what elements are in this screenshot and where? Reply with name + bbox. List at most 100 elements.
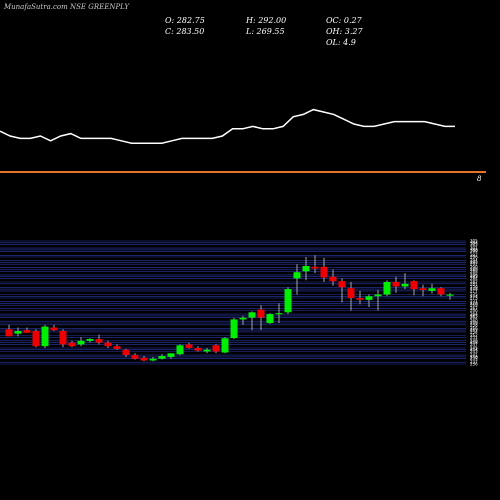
candle (59, 329, 67, 348)
candle-body-down (347, 288, 355, 298)
price-tick-label: 243 (470, 349, 478, 354)
price-tick-label: 263 (470, 313, 478, 318)
candle-body-up (77, 340, 85, 345)
candle (230, 317, 238, 339)
candle-body-down (329, 276, 337, 282)
price-tick-label: 244 (470, 347, 478, 352)
candle-body-down (95, 339, 103, 343)
candle (392, 276, 400, 293)
price-tick-label: 269 (470, 303, 478, 308)
price-tick-label: 277 (470, 288, 478, 293)
price-tick-label: 301 (470, 246, 478, 251)
price-tick-label: 254 (470, 329, 478, 334)
price-tick-label: 247 (470, 342, 478, 347)
price-tick-label: 264 (470, 312, 478, 317)
candle-body-up (383, 282, 391, 295)
price-tick-label: 286 (470, 272, 478, 277)
candle (221, 337, 229, 354)
candle (95, 334, 103, 345)
candle (293, 264, 301, 295)
ohlc-open: O: 282.75 (165, 16, 205, 25)
price-tick-label: 259 (470, 321, 478, 326)
candle-body-up (176, 345, 184, 355)
candle (86, 338, 94, 343)
candle (104, 340, 112, 348)
ohlc-open-high: OH: 3.27 (326, 27, 363, 36)
candle-body-down (59, 331, 67, 345)
candle (257, 305, 265, 331)
candle (167, 353, 175, 359)
price-tick-label: 288 (470, 269, 478, 274)
candle-body-down (131, 355, 139, 359)
candle (185, 342, 193, 349)
candle-body-up (167, 353, 175, 357)
price-tick-label: 284 (470, 276, 478, 281)
price-tick-label: 271 (470, 299, 478, 304)
candles (5, 255, 454, 362)
candle (338, 278, 346, 303)
candle-body-down (23, 330, 31, 333)
price-tick-label: 296 (470, 255, 478, 260)
ohlc-open-close: OC: 0.27 (326, 16, 362, 25)
candle-body-up (203, 349, 211, 352)
indicator-marker-label: 8 (477, 175, 482, 183)
candle-body-up (14, 331, 22, 334)
price-tick-label: 292 (470, 262, 478, 267)
candle (410, 280, 418, 296)
candle (41, 324, 49, 348)
candle-body-up (428, 288, 436, 291)
candle-body-up (275, 313, 283, 315)
candle-body-down (185, 344, 193, 348)
candle-body-down (437, 288, 445, 295)
candle (419, 284, 427, 297)
price-tick-label: 239 (470, 356, 478, 361)
candle-body-up (248, 312, 256, 318)
price-tick-label: 290 (470, 265, 478, 270)
candle-body-up (401, 283, 409, 287)
candle (356, 290, 364, 305)
price-tick-label: 279 (470, 285, 478, 290)
price-tick-label: 252 (470, 333, 478, 338)
candle-body-up (230, 319, 238, 339)
candle (131, 353, 139, 360)
price-tick-label: 256 (470, 326, 478, 331)
price-tick-label: 297 (470, 253, 478, 258)
candle-body-up (293, 272, 301, 279)
price-tick-label: 300 (470, 247, 478, 252)
candle-body-down (257, 309, 265, 318)
price-tick-label: 255 (470, 328, 478, 333)
candle-body-up (365, 296, 373, 300)
candle-body-down (50, 327, 58, 331)
candle-body-down (104, 342, 112, 347)
candle-body-up (239, 317, 247, 320)
candle (149, 356, 157, 362)
price-tick-label: 258 (470, 322, 478, 327)
candle (401, 273, 409, 290)
ohlc-low: L: 269.55 (246, 27, 285, 36)
candle-body-up (221, 338, 229, 353)
price-tick-label: 266 (470, 308, 478, 313)
candle-body-down (419, 288, 427, 290)
candle-body-up (266, 314, 274, 323)
price-tick-label: 262 (470, 315, 478, 320)
candle (383, 280, 391, 297)
price-tick-label: 248 (470, 340, 478, 345)
candle (5, 324, 13, 337)
price-tick-label: 237 (470, 360, 478, 365)
candle (239, 315, 247, 325)
candle-body-down (410, 281, 418, 290)
candle (374, 290, 382, 311)
candle (176, 344, 184, 356)
candle-body-up (374, 294, 382, 297)
price-tick-label: 285 (470, 274, 478, 279)
candle-body-up (41, 326, 49, 347)
watermark-title: MunafaSutra.com NSE GREENPLY (4, 3, 129, 11)
price-tick-label: 282 (470, 280, 478, 285)
price-tick-label: 241 (470, 353, 478, 358)
price-axis: 3053043033013002992972962942932922902892… (470, 239, 478, 367)
price-tick-label: 273 (470, 296, 478, 301)
price-tick-label: 274 (470, 294, 478, 299)
price-tick-label: 294 (470, 258, 478, 263)
candle (32, 329, 40, 348)
